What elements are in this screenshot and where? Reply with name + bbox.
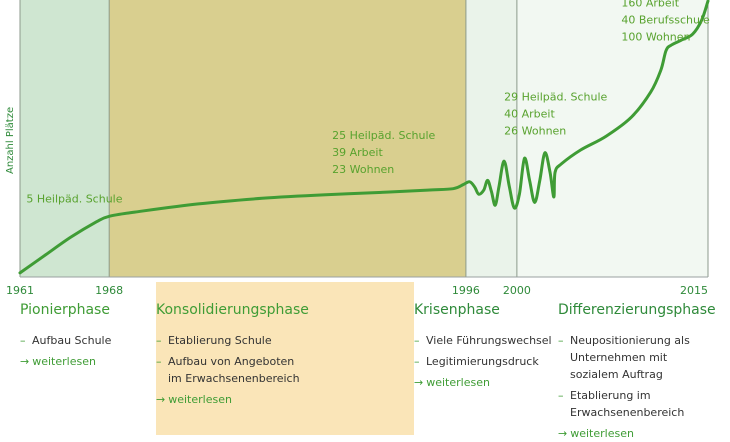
phase-band [516, 0, 708, 277]
phase-title: Pionierphase [20, 302, 110, 318]
x-tick-label: 1968 [95, 284, 123, 297]
phase-title: Krisenphase [414, 302, 500, 318]
timeline-chart: 1961 1968 1996 2000 2015 5 Heilpäd. Schule 25… [5, 0, 710, 297]
arrow-right-icon: → [558, 427, 568, 440]
data-annotation: 25 Heilpäd. Schule 39 Arbeit 23 Wohnen [332, 129, 435, 176]
x-tick-label: 1996 [452, 284, 480, 297]
dash-icon: – [414, 355, 420, 368]
arrow-right-icon: → [20, 355, 30, 368]
phase-panel-konsolidierungsphase: Konsolidierungsphase – Etablierung Schule… [156, 302, 406, 408]
dash-icon: – [156, 355, 162, 368]
list-item: – Legitimierungsdruck [414, 353, 554, 370]
link-text: weiterlesen [32, 355, 96, 368]
item-text: Aufbau von Angeboten im Erwachsenenberei… [168, 355, 300, 385]
data-annotation: 29 Heilpäd. Schule 40 Arbeit 26 Wohnen [504, 90, 607, 137]
dash-icon: – [558, 334, 564, 347]
phase-band [465, 0, 517, 277]
item-text: Legitimierungsdruck [426, 355, 539, 368]
arrow-right-icon: → [156, 393, 166, 406]
weiterlesen-link-pionierphase[interactable]: → weiterlesen [20, 353, 150, 370]
list-item: – Aufbau Schule [20, 332, 150, 349]
phase-band [109, 0, 466, 277]
item-text: Neupositionierung als Unternehmen mit so… [570, 334, 690, 381]
weiterlesen-link-differenzierungsphase[interactable]: → weiterlesen [558, 425, 723, 442]
dash-icon: – [414, 334, 420, 347]
phase-panel-pionierphase: Pionierphase – Aufbau Schule → weiterlesen [20, 302, 150, 370]
item-text: Etablierung Schule [168, 334, 272, 347]
phase-title: Konsolidierungsphase [156, 302, 309, 318]
data-annotation: 160 Arbeit 40 Berufsschule 100 Wohnen [621, 0, 710, 44]
item-text: Etablierung im Erwachsenenbereich [570, 389, 685, 419]
weiterlesen-link-krisenphase[interactable]: → weiterlesen [414, 374, 554, 391]
x-tick-label: 2000 [503, 284, 531, 297]
phase-panel-differenzierungsphase: Differenzierungsphase – Neupositionierung… [558, 302, 723, 442]
phase-band [20, 0, 110, 277]
link-text: weiterlesen [168, 393, 232, 406]
list-item: – Viele Führungswechsel [414, 332, 554, 349]
dash-icon: – [20, 334, 26, 347]
series-line [18, 0, 710, 275]
link-text: weiterlesen [570, 427, 634, 440]
phase-panel-highlight [156, 282, 414, 435]
dash-icon: – [558, 389, 564, 402]
x-tick-label: 2015 [680, 284, 708, 297]
list-item: – Etablierung Schule [156, 332, 406, 349]
link-text: weiterlesen [426, 376, 490, 389]
weiterlesen-link-konsolidierungsphase[interactable]: → weiterlesen [156, 391, 406, 408]
item-text: Aufbau Schule [32, 334, 112, 347]
x-tick-label: 1961 [6, 284, 34, 297]
list-item: – Neupositionierung als Unternehmen mit s… [558, 332, 698, 383]
item-text: Viele Führungswechsel [426, 334, 552, 347]
list-item: – Aufbau von Angeboten im Erwachsenenbere… [156, 353, 306, 387]
phase-title: Differenzierungsphase [558, 302, 716, 318]
y-axis-label: Anzahl Plätze [5, 107, 16, 174]
data-annotation: 5 Heilpäd. Schule [26, 192, 122, 205]
dash-icon: – [156, 334, 162, 347]
phase-panel-krisenphase: Krisenphase – Viele Führungswechsel – Legi… [414, 302, 554, 391]
arrow-right-icon: → [414, 376, 424, 389]
list-item: – Etablierung im Erwachsenenbereich [558, 387, 698, 421]
